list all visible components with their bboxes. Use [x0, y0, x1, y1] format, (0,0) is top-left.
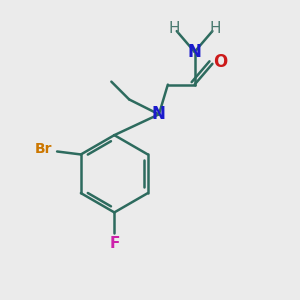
Text: N: N — [152, 105, 166, 123]
Text: O: O — [213, 53, 227, 71]
Text: Br: Br — [35, 142, 52, 155]
Text: N: N — [188, 43, 202, 61]
Text: F: F — [109, 236, 119, 251]
Text: H: H — [168, 21, 179, 36]
Text: H: H — [210, 21, 221, 36]
